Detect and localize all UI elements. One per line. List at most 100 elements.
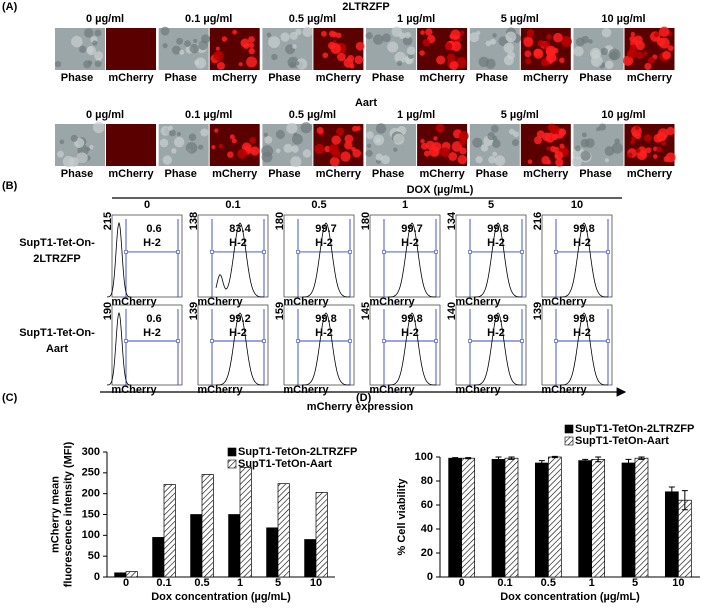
cell (380, 155, 390, 165)
fluorescent-cell (630, 32, 636, 37)
cell (503, 42, 514, 53)
x-tick-label: 1 (589, 577, 595, 589)
histogram (301, 222, 351, 298)
bar (504, 457, 519, 578)
image-label: mCherry (523, 168, 569, 180)
dose-label: 0 µg/ml (86, 13, 124, 25)
gate (555, 309, 609, 385)
row-label: Aart (46, 343, 68, 355)
gate-handle (124, 250, 128, 254)
y-tick-label: 50 (88, 550, 100, 562)
image-label: Phase (164, 72, 196, 84)
image-label: mCherry (212, 168, 258, 180)
fluorescent-cell (665, 152, 676, 163)
gate-label: H-2 (143, 327, 161, 339)
flow-plot (283, 214, 355, 298)
histogram (215, 312, 265, 386)
legend-label: SupT1-TetOn-Aart (238, 458, 332, 470)
plot-xlabel: mCherry (541, 384, 587, 396)
plot-ymax: 180 (360, 212, 372, 230)
fluorescent-cell (458, 131, 469, 142)
fluorescent-cell (459, 147, 467, 155)
error-bar (625, 458, 632, 468)
fluorescent-cell (438, 128, 443, 133)
fluorescent-cell (340, 151, 351, 162)
percent-label: 99.7 (401, 223, 422, 235)
fluorescent-cell (337, 52, 346, 62)
fluorescent-cell (559, 143, 565, 149)
x-tick-label: 5 (275, 577, 281, 589)
legend-label: SupT1-TetOn-2LTRZFP (575, 423, 694, 435)
cell (503, 55, 514, 66)
dose-label: 0 µg/ml (86, 109, 124, 121)
error-bar (452, 457, 459, 460)
error-bar (582, 458, 589, 463)
percent-label: 99.8 (315, 313, 336, 325)
fluorescent-cell (523, 37, 534, 48)
plot-xlabel: mCherry (283, 296, 329, 308)
fluorescent-cell (633, 35, 643, 45)
gate-handle (296, 250, 300, 254)
histogram (473, 312, 523, 386)
panel-label: (D) (356, 392, 372, 404)
cell (393, 133, 405, 145)
cell (295, 61, 300, 66)
cell (604, 146, 615, 156)
fluorescent-cell (328, 30, 336, 38)
fluorescent-cell (355, 41, 365, 51)
cell (167, 125, 174, 131)
histogram (215, 222, 265, 298)
cell (201, 34, 211, 44)
cell (171, 45, 181, 55)
fluorescent-cell (524, 50, 532, 58)
bar (634, 457, 649, 578)
cell (160, 26, 170, 36)
cell (86, 147, 91, 152)
cell (302, 149, 312, 158)
cell (261, 151, 273, 163)
cell (382, 33, 391, 43)
cell (173, 136, 185, 148)
bar (578, 460, 593, 578)
y-tick-label: 80 (421, 475, 433, 487)
legend-swatch (564, 424, 574, 434)
cell (394, 51, 407, 64)
gate-label: H-2 (315, 327, 333, 339)
fluorescent-cell (629, 44, 637, 53)
cell (588, 39, 593, 44)
bar (461, 457, 476, 578)
cell (492, 33, 497, 38)
fluorescent-cell (635, 51, 644, 59)
gate-label: H-2 (143, 237, 161, 249)
gate-handle (176, 339, 180, 343)
cell (492, 139, 501, 148)
x-tick-label: 10 (310, 577, 322, 589)
cell (300, 122, 312, 134)
fluorescent-cell (451, 141, 463, 152)
cell (575, 37, 585, 47)
fluorescent-cell (634, 132, 642, 140)
cell (604, 158, 610, 163)
plot-xlabel: mCherry (111, 384, 157, 396)
fluorescent-cell (644, 134, 652, 142)
gate-handle (554, 339, 558, 343)
row-label: SupT1-Tet-On- (19, 237, 95, 249)
fluorescent-cell (440, 147, 450, 158)
gate-handle (434, 339, 438, 343)
cell (89, 145, 94, 150)
plot-ymax: 159 (274, 302, 286, 320)
gate-label: H-2 (487, 237, 505, 249)
fluorescent-cell (422, 38, 431, 47)
image-label: mCherry (212, 72, 258, 84)
histogram (106, 221, 132, 298)
fluorescent-cell (456, 56, 467, 68)
cell (365, 149, 373, 157)
gate (555, 219, 609, 297)
x-axis-label: Dox concentration (µg/mL) (151, 591, 291, 603)
cell (94, 29, 102, 37)
fluorescent-cell (627, 152, 633, 158)
fluorescent-cell (227, 151, 234, 158)
error-bar (465, 457, 472, 460)
plot-xlabel: mCherry (455, 296, 501, 308)
cell (488, 155, 496, 164)
